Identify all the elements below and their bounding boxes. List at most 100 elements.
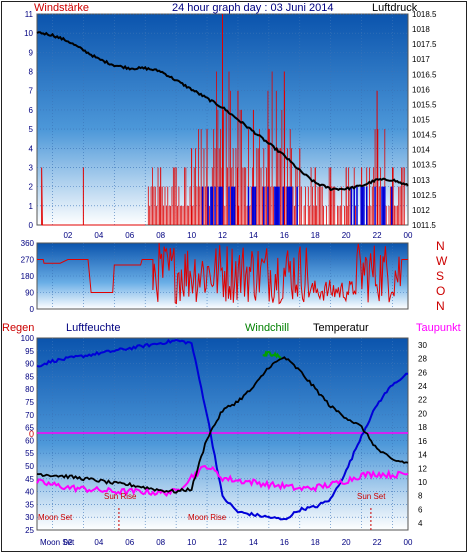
humidity-tick-label: 65	[25, 424, 34, 433]
pressure-tick-label: 1011.5	[412, 221, 436, 230]
temperature-tick-label: 8	[418, 492, 423, 501]
time-tick-label: 22	[373, 538, 382, 547]
wind-direction-line	[37, 243, 408, 305]
direction-tick-label: 180	[21, 272, 35, 281]
compass-letter: S	[436, 269, 444, 283]
luftfeuchte-label: Luftfeuchte	[66, 322, 120, 334]
pressure-line	[36, 31, 409, 192]
taupunkt-label: Taupunkt	[416, 322, 461, 334]
sun-set-label: Sun Set	[357, 492, 386, 501]
time-tick-label: 12	[218, 538, 227, 547]
luftfeuchte-series	[36, 338, 408, 521]
pressure-tick-label: 1016	[412, 85, 430, 94]
direction-tick-label: 90	[25, 289, 34, 298]
time-tick-label: 14	[249, 538, 258, 547]
time-tick-label: 08	[156, 538, 165, 547]
time-tick-label: 08	[156, 231, 165, 240]
humidity-tick-label: 75	[25, 398, 34, 407]
time-tick-label: 12	[218, 231, 227, 240]
time-tick-label: 16	[280, 231, 289, 240]
pressure-tick-label: 1018.5	[412, 10, 437, 19]
humidity-tick-label: 95	[25, 347, 34, 356]
humidity-tick-label: 55	[25, 449, 34, 458]
time-tick-label: 06	[125, 538, 134, 547]
temperature-tick-label: 18	[418, 423, 427, 432]
temperature-tick-label: 6	[418, 505, 423, 514]
compass-letter: W	[436, 254, 448, 268]
wind-time-axis: 02 04 06 08 10 12 14 16 18 20 22 00	[63, 231, 413, 240]
wind-tick-label: 8	[29, 68, 34, 77]
windchill-series	[262, 350, 282, 359]
temp-humidity-plot-area	[36, 337, 409, 531]
windstaerke-label: Windstärke	[34, 2, 89, 14]
rain-zero-label: 0	[29, 429, 34, 439]
humidity-tick-label: 100	[21, 334, 35, 343]
humidity-tick-label: 25	[25, 526, 34, 535]
time-tick-label: 00	[404, 538, 413, 547]
compass-letter: O	[436, 284, 445, 298]
humidity-tick-label: 40	[25, 488, 34, 497]
wind-direction-axis: 0 90 180 270 360	[21, 239, 35, 314]
direction-tick-label: 0	[30, 305, 35, 314]
pressure-tick-label: 1016.5	[412, 70, 437, 79]
wind-tick-label: 7	[29, 87, 34, 96]
temperature-tick-label: 30	[418, 341, 427, 350]
time-tick-label: 10	[187, 538, 196, 547]
page-title: 24 hour graph day : 03 Juni 2014	[172, 2, 333, 14]
time-tick-label: 18	[311, 538, 320, 547]
sun-rise-label: Sun Rise	[104, 492, 137, 501]
humidity-axis: 25 30 35 40 45 50 55 60 65 70 75 80 85 90 95 100	[21, 334, 35, 535]
regen-label: Regen	[2, 322, 34, 334]
pressure-axis: 1011.5 1012 1012.5 1013 1013.5 1014 1014.5 1015…	[412, 10, 437, 230]
pressure-tick-label: 1012.5	[412, 191, 437, 200]
time-tick-label: 00	[404, 231, 413, 240]
wind-tick-label: 9	[29, 48, 34, 57]
pressure-series	[36, 31, 409, 192]
temp-time-axis: 02 04 06 08 10 12 14 16 18 20 22 00	[63, 538, 413, 547]
time-tick-label: 10	[187, 231, 196, 240]
temperature-tick-label: 20	[418, 409, 427, 418]
wind-tick-label: 3	[29, 163, 34, 172]
temperature-tick-label: 16	[418, 437, 427, 446]
humidity-tick-label: 60	[25, 436, 34, 445]
temperatur-series	[36, 356, 409, 494]
wind-tick-label: 0	[29, 221, 34, 230]
luftdruck-label: Luftdruck	[372, 2, 418, 14]
temperature-tick-label: 10	[418, 478, 427, 487]
time-tick-label: 06	[125, 231, 134, 240]
wind-direction-series	[37, 243, 408, 305]
wind-tick-label: 1	[29, 202, 34, 211]
humidity-tick-label: 45	[25, 475, 34, 484]
temperatur-label: Temperatur	[313, 322, 369, 334]
temperature-tick-label: 28	[418, 355, 427, 364]
pressure-tick-label: 1015	[412, 116, 430, 125]
wind-speed-bars	[41, 14, 405, 226]
wind-tick-label: 6	[29, 106, 34, 115]
wind-tick-label: 11	[25, 10, 34, 19]
temperature-tick-label: 22	[418, 396, 427, 405]
wind-speed-axis: 0 1 2 3 4 5 6 7 8 9 10 11	[24, 10, 33, 230]
time-tick-label: 22	[373, 231, 382, 240]
temperature-tick-label: 24	[418, 382, 427, 391]
time-tick-label: 20	[342, 231, 351, 240]
temp-humidity-lines	[36, 338, 409, 530]
time-tick-label: 14	[249, 231, 258, 240]
wind-tick-label: 2	[29, 183, 34, 192]
temperature-tick-label: 14	[418, 451, 427, 460]
wind-tick-label: 5	[29, 125, 34, 134]
time-tick-label: 20	[342, 538, 351, 547]
time-tick-label: 04	[94, 231, 103, 240]
humidity-tick-label: 90	[25, 360, 34, 369]
temp-humidity-grid	[37, 338, 408, 530]
time-tick-label: 04	[94, 538, 103, 547]
pressure-tick-label: 1013	[412, 176, 430, 185]
temperature-axis: 4 6 8 10 12 14 16 18 20 22 24 26 28 30	[418, 341, 427, 528]
pressure-tick-label: 1015.5	[412, 100, 437, 109]
compass-letter: N	[436, 239, 445, 253]
wind-tick-label: 4	[29, 144, 34, 153]
time-tick-label: 18	[311, 231, 320, 240]
